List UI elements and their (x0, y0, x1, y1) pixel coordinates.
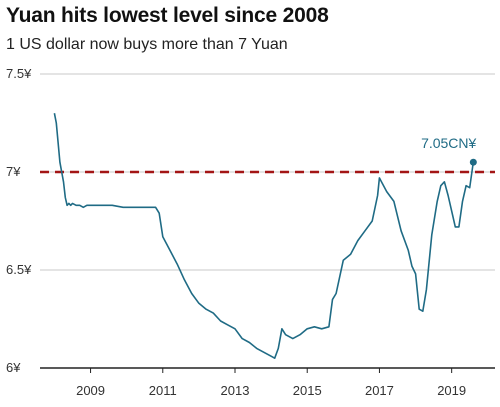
x-tick-label: 2019 (437, 383, 466, 398)
x-tick-label: 2011 (149, 383, 177, 398)
y-tick-label: 7.5¥ (6, 66, 32, 81)
x-tick-label: 2013 (221, 383, 250, 398)
y-tick-label: 7¥ (6, 164, 21, 179)
series-line (53, 113, 475, 359)
y-tick-label: 6.5¥ (6, 262, 32, 277)
x-tick-label: 2015 (293, 383, 322, 398)
chart-title: Yuan hits lowest level since 2008 (6, 4, 329, 27)
chart-subtitle: 1 US dollar now buys more than 7 Yuan (6, 36, 288, 53)
endpoint-marker (469, 158, 477, 166)
y-tick-label: 6¥ (6, 360, 21, 375)
annotation-label: 7.05CN¥ (421, 135, 476, 151)
x-tick-label: 2017 (365, 383, 394, 398)
x-tick-label: 2009 (76, 383, 105, 398)
